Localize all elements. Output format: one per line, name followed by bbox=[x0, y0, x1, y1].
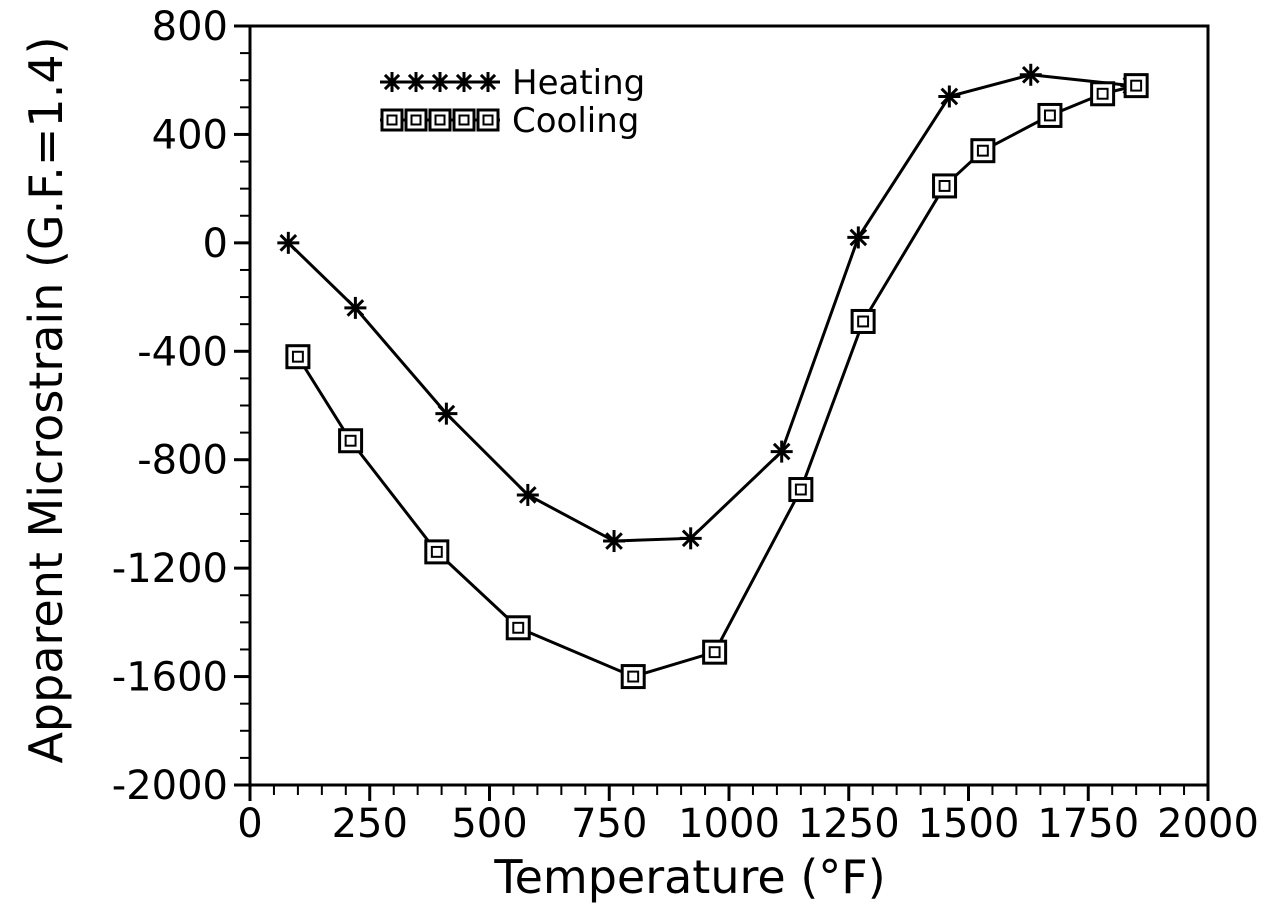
x-tick-label: 1500 bbox=[918, 801, 1020, 847]
heating-line bbox=[287, 73, 1132, 543]
x-tick-label: 1000 bbox=[678, 801, 780, 847]
plot-border bbox=[248, 24, 1210, 787]
legend-marker-heating bbox=[478, 72, 498, 92]
legend-marker-cooling bbox=[380, 108, 404, 132]
x-tick-label: 2000 bbox=[1157, 801, 1259, 847]
cooling-point bbox=[702, 639, 728, 665]
x-tick-label: 500 bbox=[451, 801, 527, 847]
x-tick-label: 0 bbox=[237, 801, 262, 847]
y-tick-label: -1600 bbox=[112, 655, 228, 701]
legend-marker-heating bbox=[454, 72, 474, 92]
y-tick-label: -2000 bbox=[112, 763, 228, 809]
cooling-point bbox=[338, 428, 364, 454]
legend-item-heating: Heating bbox=[380, 63, 645, 103]
cooling-point bbox=[850, 308, 876, 334]
x-tick-label: 750 bbox=[571, 801, 647, 847]
y-tick-label: 800 bbox=[152, 4, 228, 50]
legend-marker-heating bbox=[406, 72, 426, 92]
heating-point bbox=[770, 440, 793, 463]
y-axis-title: Apparent Microstrain (G.F.=1.4) bbox=[19, 36, 73, 763]
legend-marker-cooling bbox=[428, 108, 452, 132]
legend-label-heating: Heating bbox=[512, 63, 645, 103]
y-tick-label: -1200 bbox=[112, 546, 228, 592]
legend-label-cooling: Cooling bbox=[512, 101, 639, 141]
x-axis-title: Temperature (°F) bbox=[493, 850, 885, 904]
series-heating bbox=[277, 63, 1143, 553]
legend-marker-cooling bbox=[452, 108, 476, 132]
cooling-point bbox=[1123, 73, 1149, 99]
cooling-point bbox=[285, 344, 311, 370]
y-tick-label: 400 bbox=[152, 112, 228, 158]
cooling-line bbox=[296, 84, 1137, 679]
legend-marker-cooling bbox=[476, 108, 500, 132]
y-tick-label: -800 bbox=[137, 438, 228, 484]
cooling-point bbox=[505, 615, 531, 641]
cooling-point bbox=[424, 539, 450, 565]
x-tick-label: 250 bbox=[332, 801, 408, 847]
cooling-point bbox=[970, 138, 996, 164]
heating-point bbox=[938, 85, 961, 108]
axes: 0 250 500 750 1000 1250 1500 1750 2000 -2000 -1600… bbox=[112, 4, 1259, 847]
x-tick-label: 1750 bbox=[1037, 801, 1139, 847]
heating-point bbox=[679, 527, 702, 550]
plot-frame bbox=[248, 24, 1210, 787]
heating-point bbox=[1019, 63, 1042, 86]
heating-point bbox=[277, 231, 300, 254]
y-tick-label: -400 bbox=[137, 329, 228, 375]
heating-point bbox=[435, 402, 458, 425]
legend-marker-heating bbox=[382, 72, 402, 92]
cooling-point bbox=[1090, 81, 1116, 107]
y-tick-label: 0 bbox=[203, 221, 228, 267]
legend-marker-cooling bbox=[404, 108, 428, 132]
cooling-point bbox=[620, 664, 646, 690]
heating-point bbox=[344, 296, 367, 319]
cooling-point bbox=[788, 477, 814, 503]
cooling-point bbox=[1037, 102, 1063, 128]
heating-point bbox=[516, 483, 539, 506]
series-cooling bbox=[285, 73, 1149, 690]
legend-item-cooling: Cooling bbox=[380, 101, 639, 141]
series-group bbox=[277, 63, 1149, 690]
cooling-point bbox=[932, 173, 958, 199]
heating-point bbox=[847, 226, 870, 249]
heating-point bbox=[603, 530, 626, 553]
x-tick-label: 1250 bbox=[798, 801, 900, 847]
legend-marker-heating bbox=[430, 72, 450, 92]
